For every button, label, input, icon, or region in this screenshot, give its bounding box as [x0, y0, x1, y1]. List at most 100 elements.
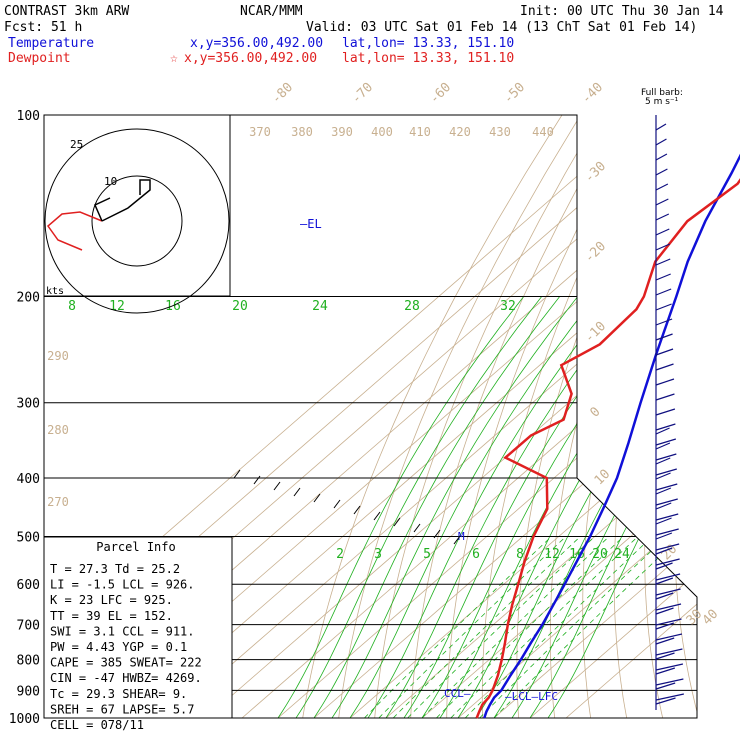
wind-barb-flag — [655, 457, 671, 465]
wind-barb — [655, 453, 677, 461]
dewpoint-xy: x,y=356.00,492.00 — [184, 51, 317, 66]
el-marker-label: —EL — [300, 217, 322, 231]
clipped-grid — [44, 115, 697, 718]
theta-tick-label: 280 — [47, 423, 69, 437]
wind-barb — [655, 468, 677, 476]
hatch-mark — [413, 523, 421, 533]
wind-barb — [655, 618, 682, 626]
pressure-tick-label: 300 — [17, 397, 40, 412]
wind-barb-flag — [655, 652, 675, 660]
hodograph-trace-high — [94, 179, 151, 222]
dry-adiabat-line — [374, 115, 600, 718]
parcel-row: T = 27.3 Td = 25.2 — [50, 562, 180, 576]
theta-tick-label: 400 — [371, 125, 393, 139]
mixing-ratio-label-lower: 20 — [592, 547, 608, 562]
hatch-mark — [393, 517, 401, 527]
isotherm-tick-label: -20 — [582, 239, 609, 266]
mixing-ratio-line — [479, 536, 667, 718]
wind-barb-flag — [655, 487, 672, 495]
isotherm-line — [385, 115, 697, 718]
mixing-ratio-line — [464, 536, 653, 718]
isotherm-tick-label: -10 — [582, 319, 609, 346]
parcel-row: CELL = 078/11 — [50, 718, 144, 732]
wind-barb — [655, 483, 678, 491]
wind-barb — [655, 663, 684, 671]
center-title: NCAR/MMM — [240, 4, 303, 19]
dry-adiabat-line — [302, 115, 563, 718]
wind-barb — [655, 168, 668, 176]
mixing-ratio-label-upper: 28 — [404, 299, 420, 314]
wind-barb — [655, 423, 676, 431]
wind-barb-flag — [655, 517, 672, 525]
init-time: Init: 00 UTC Thu 30 Jan 14 — [520, 4, 724, 19]
temperature-xy: x,y=356.00,492.00 — [190, 36, 323, 51]
isotherm-tick-label: -50 — [501, 80, 528, 107]
forecast-hour: Fcst: 51 h — [4, 20, 82, 35]
mixing-ratio-line — [392, 536, 581, 718]
wind-barb-flag — [655, 697, 676, 705]
theta-tick-label: 440 — [532, 125, 554, 139]
wind-barb — [655, 243, 670, 251]
mixing-ratio-label-lower: 5 — [423, 547, 431, 562]
pressure-tick-label: 100 — [17, 109, 40, 124]
moist-adiabat-line — [529, 296, 697, 718]
mixing-ratio-label-lower: 24 — [614, 547, 630, 562]
wind-barb-flag — [655, 562, 673, 570]
ccl-marker-label: CCL— — [444, 687, 471, 700]
parcel-row: K = 23 LFC = 925. — [50, 593, 173, 607]
hatch-mark — [453, 535, 461, 545]
lcl-lfc-marker-label: —LCL—LFC — [505, 690, 558, 703]
wind-barb — [655, 273, 671, 281]
parcel-row: Tc = 29.3 SHEAR= 9. — [50, 687, 187, 701]
mixing-ratio-line — [364, 536, 552, 718]
wind-barb — [655, 603, 682, 611]
theta-tick-label: 290 — [47, 349, 69, 363]
pressure-tick-label: 500 — [17, 530, 40, 545]
pressure-tick-label: 700 — [17, 619, 40, 634]
wind-barb-flag — [655, 607, 674, 615]
chart-header: CONTRAST 3km ARW NCAR/MMM Init: 00 UTC T… — [4, 4, 724, 107]
mixing-ratio-line — [493, 536, 682, 718]
wind-barb — [655, 648, 683, 656]
isotherm-line — [457, 115, 697, 718]
dry-adiabat-line — [613, 115, 697, 718]
barb-key-units: 5 m s⁻¹ — [645, 97, 679, 107]
theta-tick-label: 370 — [249, 125, 271, 139]
pressure-tick-label: 200 — [17, 291, 40, 306]
wind-barb — [655, 228, 670, 236]
wind-barb — [655, 573, 681, 581]
isotherm-line — [241, 115, 697, 718]
dewpoint-legend: Dewpoint — [8, 51, 71, 66]
mixing-ratio-line — [407, 536, 595, 718]
barb-key-label: Full barb: — [641, 88, 683, 98]
mixing-ratio-line — [378, 536, 567, 718]
wind-barb — [655, 288, 672, 296]
mixing-ratio-label-lower: 12 — [544, 547, 560, 562]
wind-barb — [655, 363, 674, 371]
moist-adiabat-line — [331, 296, 579, 718]
parcel-row: SWI = 3.1 CCL = 911. — [50, 624, 195, 638]
wind-barb — [655, 153, 668, 161]
hatch-mark — [353, 505, 361, 515]
isotherm-tick-label: -70 — [349, 80, 376, 107]
hodograph-ring-label: 10 — [104, 175, 117, 188]
dry-adiabat-line — [338, 115, 581, 718]
theta-tick-label: 420 — [449, 125, 471, 139]
hatch-mark — [433, 529, 441, 539]
isotherm-line — [421, 115, 697, 718]
wind-barb — [655, 633, 683, 641]
m-marker-label: M — [458, 530, 465, 543]
isotherm-tick-label: -80 — [269, 80, 296, 107]
wind-barb — [655, 513, 679, 521]
temperature-legend: Temperature — [8, 36, 94, 51]
mixing-ratio-label-upper: 32 — [500, 299, 516, 314]
parcel-row: SREH = 67 LAPSE= 5.7 — [50, 702, 195, 716]
mixing-ratio-label-upper: 8 — [68, 299, 76, 314]
wind-barb — [655, 138, 667, 146]
wind-barb — [655, 678, 684, 686]
pressure-tick-label: 1000 — [9, 712, 40, 727]
mixing-ratio-line — [450, 536, 639, 718]
hodograph-ring-outer — [44, 128, 230, 314]
pressure-tick-label: 800 — [17, 654, 40, 669]
